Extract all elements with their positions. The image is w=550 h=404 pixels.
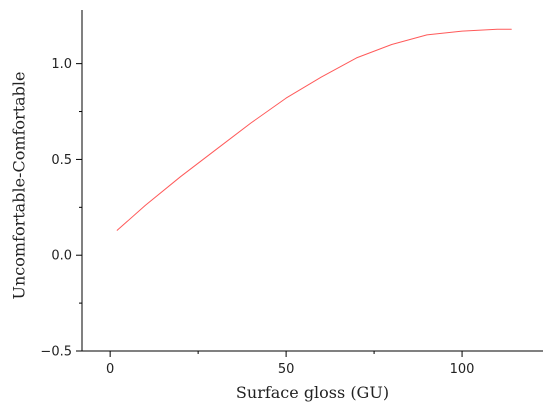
y-tick-label: −0.5	[40, 345, 72, 360]
series-line-0	[116, 28, 512, 231]
series-layer	[116, 28, 512, 231]
y-axis-title: Uncomfortable-Comfortable	[10, 71, 29, 299]
x-tick-label: 50	[278, 362, 295, 377]
y-tick-label: 0.5	[51, 153, 72, 168]
x-tick-label: 100	[450, 362, 475, 377]
axes	[81, 10, 543, 352]
x-tick-label: 0	[106, 362, 114, 377]
y-tick-label: 0.0	[51, 249, 72, 264]
ticks: 0 50 100 −0.5 0.0 0.5 1.0	[40, 57, 474, 377]
y-tick-label: 1.0	[51, 57, 72, 72]
x-axis-title: Surface gloss (GU)	[236, 383, 389, 402]
